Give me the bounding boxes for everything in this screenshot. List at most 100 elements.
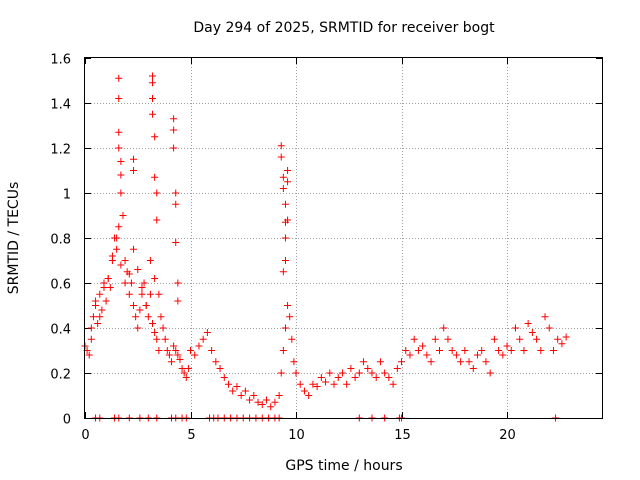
data-point [208,347,216,354]
data-point [558,340,566,348]
data-point [155,347,163,354]
data-point [286,313,294,321]
data-point [457,358,465,366]
data-point [153,216,161,224]
data-point [326,369,334,377]
x-tick-label: 20 [499,428,516,443]
data-point [172,239,180,246]
data-point [237,392,245,399]
data-point [151,275,159,282]
data-point [104,275,112,282]
data-point [149,320,157,327]
data-point [115,95,123,102]
data-point [368,369,376,377]
data-point [440,324,448,332]
data-point [117,261,125,269]
y-tick-label: 0.4 [50,323,71,338]
data-point [284,167,292,174]
data-point [322,378,330,386]
data-point [511,324,519,332]
data-point [115,128,123,136]
data-point [191,351,199,359]
plot-frame [84,57,603,419]
data-point [364,365,372,372]
data-point [343,380,351,388]
data-point [402,347,410,354]
data-point [258,401,266,408]
data-point [172,189,180,197]
data-point [549,347,557,354]
data-point [254,398,262,406]
y-tick-label: 1.4 [50,98,71,113]
data-point [347,365,355,372]
data-point [533,335,541,343]
data-point [305,392,313,399]
data-point [338,369,346,377]
data-point [87,324,95,332]
data-point [267,403,275,411]
data-point [469,365,477,372]
data-points [81,72,570,422]
data-point [224,380,232,388]
data-point [98,306,106,314]
data-point [423,351,431,359]
data-point [524,320,532,327]
data-point [431,335,439,343]
data-point [113,245,121,253]
data-point [427,358,435,366]
data-point [130,167,138,174]
data-point [96,313,104,321]
data-point [385,374,393,381]
data-point [174,297,182,305]
data-point [134,324,142,332]
data-point [130,245,138,253]
data-point [499,351,507,359]
data-point [279,268,287,276]
data-point [334,374,342,381]
data-point [478,347,486,354]
data-point [163,347,171,354]
data-point [262,396,270,404]
data-point [146,290,154,298]
data-point [313,383,321,390]
data-point [503,342,511,350]
data-point [138,284,146,291]
data-point [174,351,182,359]
data-point [127,279,135,287]
data-point [250,392,258,399]
data-point [410,335,418,343]
data-point [170,342,178,350]
data-point [149,79,157,87]
data-point [159,324,167,332]
data-point [170,115,178,123]
data-point [180,369,188,377]
data-point [140,279,148,287]
data-point [142,302,150,309]
data-point [545,324,553,332]
data-point [351,374,359,381]
data-point [406,351,414,359]
data-point [279,347,287,354]
data-point [157,313,165,321]
data-point [85,351,93,359]
y-tick-label: 0.6 [50,278,71,293]
y-tick-label: 1 [63,188,71,203]
data-point [155,290,163,298]
data-point [117,158,125,165]
data-point [393,365,401,372]
data-point [541,313,549,321]
data-point [94,320,102,327]
data-point [277,142,285,150]
chart-title: Day 294 of 2025, SRMTID for receiver bog… [193,20,495,36]
data-point [414,347,422,354]
data-point [130,155,138,163]
data-point [537,347,545,354]
grid-lines [85,58,602,418]
data-point [132,313,140,321]
data-point [151,173,159,181]
data-point [300,387,308,395]
data-point [130,302,138,309]
data-point [452,351,460,359]
data-point [195,342,203,350]
data-point [528,329,536,336]
